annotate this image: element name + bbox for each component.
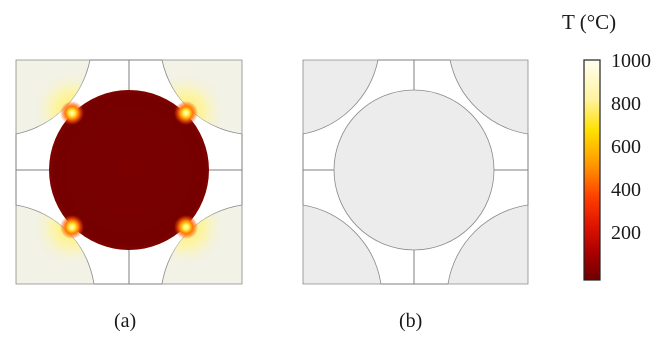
colorbar-tick-800: 800 xyxy=(611,93,641,115)
colorbar-tick-200: 200 xyxy=(611,222,641,244)
panel-b xyxy=(302,59,529,285)
quarter-disk-top-right xyxy=(449,59,529,135)
hot-spot-bottom-right xyxy=(174,215,198,239)
panel-label-a: (a) xyxy=(114,310,137,332)
colorbar-title: T (°C) xyxy=(562,10,617,34)
hot-spot-bottom-left xyxy=(60,215,84,239)
quarter-disk-top-left xyxy=(302,59,379,135)
quarter-disk-bottom-left xyxy=(302,204,382,285)
hot-spot-top-right xyxy=(174,101,198,125)
center-disk xyxy=(49,90,209,250)
panel-label-b: (b) xyxy=(399,310,423,332)
panel-a xyxy=(15,59,243,285)
colorbar-tick-400: 400 xyxy=(611,179,641,201)
center-disk xyxy=(333,89,495,251)
colorbar-tick-1000: 1000 xyxy=(611,50,651,72)
hot-spot-top-left xyxy=(60,101,84,125)
colorbar xyxy=(583,59,601,281)
quarter-disk-bottom-right xyxy=(447,204,529,285)
colorbar-tick-600: 600 xyxy=(611,136,641,158)
